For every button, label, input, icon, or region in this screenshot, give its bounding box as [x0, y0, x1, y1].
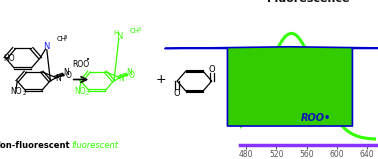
Text: O: O: [174, 89, 180, 97]
Text: N: N: [127, 68, 133, 77]
Text: •: •: [86, 57, 90, 63]
Text: O: O: [129, 71, 135, 80]
Text: N: N: [63, 68, 69, 77]
Text: Fluorescence: Fluorescence: [267, 0, 349, 4]
Text: +: +: [155, 73, 166, 86]
Text: O: O: [65, 71, 71, 80]
Text: CH: CH: [56, 36, 67, 42]
Text: N: N: [116, 32, 122, 41]
Text: Non-fluorescent: Non-fluorescent: [0, 141, 70, 150]
Text: NO: NO: [10, 87, 22, 96]
Text: N: N: [119, 74, 124, 83]
Text: O: O: [208, 65, 215, 74]
Text: 2: 2: [86, 90, 89, 96]
Text: ROO•: ROO•: [301, 113, 331, 123]
Text: NO: NO: [74, 87, 85, 96]
Text: 3: 3: [138, 27, 141, 32]
Text: fluorescent: fluorescent: [71, 141, 118, 150]
Text: 2: 2: [22, 90, 26, 96]
Text: ROO: ROO: [73, 60, 90, 69]
Text: N: N: [43, 42, 50, 51]
Text: H: H: [114, 30, 119, 36]
Text: 3: 3: [64, 35, 67, 40]
Text: N: N: [55, 74, 61, 83]
Text: HO: HO: [3, 54, 14, 62]
Text: CH: CH: [130, 28, 140, 34]
